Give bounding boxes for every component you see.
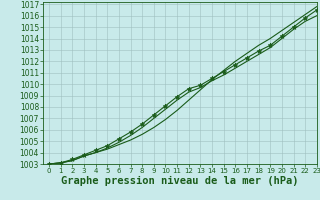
- X-axis label: Graphe pression niveau de la mer (hPa): Graphe pression niveau de la mer (hPa): [61, 176, 299, 186]
